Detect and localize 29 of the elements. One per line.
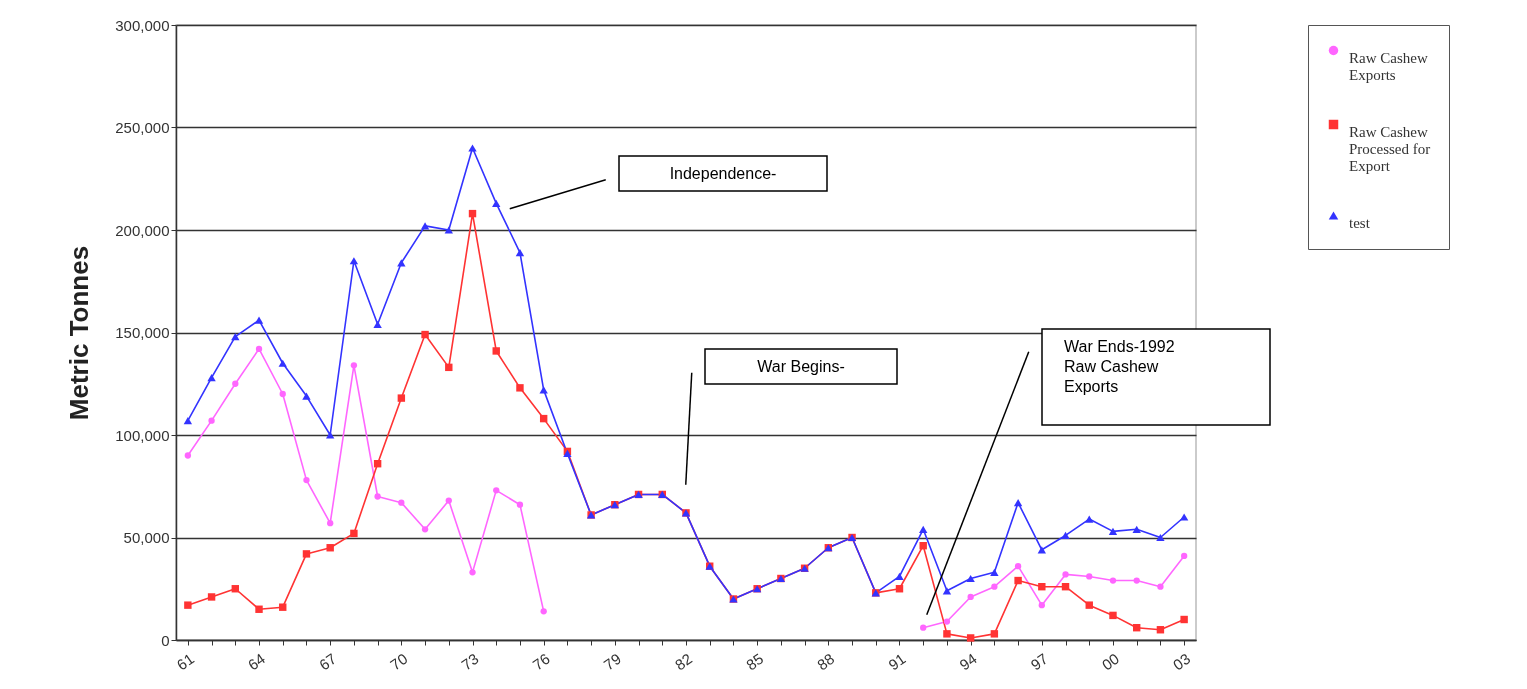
x-tick-label: 91 bbox=[885, 649, 909, 674]
x-tick-label: 73 bbox=[458, 649, 482, 674]
x-tick-label: 88 bbox=[814, 649, 838, 674]
x-tick-label: 76 bbox=[529, 649, 553, 674]
annotation: War Ends-1992 Raw Cashew Exports bbox=[1064, 338, 1175, 395]
legend-label: Raw Cashew Exports bbox=[1349, 49, 1428, 83]
y-axis-title: Metric Tonnes bbox=[64, 245, 95, 421]
y-tick-label: 100,000 bbox=[115, 426, 170, 444]
x-tick-label: 94 bbox=[956, 649, 980, 674]
x-tick-label: 03 bbox=[1169, 649, 1194, 674]
legend-label: test bbox=[1349, 214, 1371, 231]
x-tick-label: 70 bbox=[387, 649, 411, 674]
legend-label: Raw Cashew Processed for Export bbox=[1349, 123, 1431, 174]
y-tick-label: 300,000 bbox=[115, 16, 170, 34]
x-tick-label: 00 bbox=[1098, 649, 1123, 674]
x-tick-label: 97 bbox=[1027, 649, 1051, 674]
y-tick-label: 50,000 bbox=[123, 529, 170, 546]
y-tick-label: 0 bbox=[161, 631, 170, 649]
x-tick-label: 67 bbox=[315, 649, 340, 674]
y-tick-label: 150,000 bbox=[115, 324, 170, 341]
y-tick-label: 200,000 bbox=[115, 221, 170, 239]
x-tick-label: 82 bbox=[671, 649, 696, 674]
x-tick-label: 79 bbox=[600, 649, 624, 674]
annotation: War Begins- bbox=[757, 358, 845, 375]
x-tick-label: 85 bbox=[742, 649, 767, 674]
x-tick-label: 64 bbox=[244, 649, 269, 674]
annotation: Independence- bbox=[669, 165, 777, 182]
y-tick-label: 250,000 bbox=[115, 119, 170, 136]
x-tick-label: 61 bbox=[173, 649, 197, 674]
